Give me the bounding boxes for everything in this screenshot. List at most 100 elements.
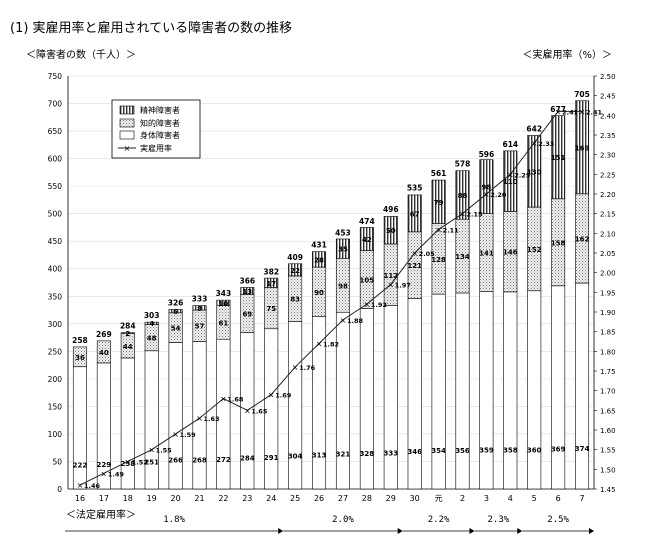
- left-tick-label: 200: [48, 375, 63, 384]
- rate-label: 2.15: [467, 211, 484, 219]
- rate-label: 1.49: [108, 470, 125, 478]
- bar-label-total: 326: [168, 298, 184, 307]
- bar-physical: [551, 285, 566, 490]
- bar-label-intellectual: 69: [242, 311, 252, 319]
- rate-label: 1.69: [275, 392, 292, 400]
- rate-label: 1.63: [204, 415, 220, 423]
- rate-marker: ×: [196, 414, 203, 423]
- legal-rate-value: 2.3%: [488, 515, 510, 525]
- bar-label-mental: 6: [173, 308, 178, 316]
- bar-label-mental: 98: [482, 184, 492, 192]
- bar-label-intellectual: 134: [455, 253, 470, 261]
- bar-label-intellectual: 105: [360, 276, 375, 284]
- bar-label-total: 496: [383, 205, 399, 214]
- rate-label: 1.46: [84, 482, 101, 490]
- left-tick-label: 500: [48, 210, 63, 219]
- legal-rate-value: 1.8%: [163, 515, 185, 525]
- legend: 精神障害者 知的障害者 身体障害者 × 実雇用率: [111, 99, 201, 159]
- bar-label-mental: 88: [458, 192, 468, 200]
- bar-label-mental: 2: [125, 330, 130, 338]
- right-tick-label: 2.00: [600, 270, 616, 278]
- rate-marker: ×: [77, 481, 84, 490]
- x-tick-label: 2: [460, 494, 465, 503]
- bar-label-total: 409: [287, 253, 303, 262]
- rate-marker: ×: [435, 225, 442, 234]
- legend-swatch-mental: [119, 105, 135, 115]
- rate-label: 1.88: [347, 317, 364, 325]
- bar-label-mental: 35: [338, 246, 348, 254]
- right-tick-label: 1.45: [600, 486, 616, 494]
- x-tick-label: 17: [99, 494, 109, 503]
- bar-label-mental: 67: [410, 210, 420, 218]
- bar-mental: [312, 251, 327, 268]
- bar-physical: [575, 282, 590, 490]
- bar-label-physical: 229: [97, 461, 112, 469]
- bar-label-total: 614: [502, 140, 518, 149]
- rate-label: 2.33: [538, 140, 554, 148]
- left-tick-label: 50: [52, 457, 62, 466]
- bar-label-total: 453: [335, 229, 351, 238]
- right-tick-label: 1.90: [600, 309, 616, 317]
- bar-mental: [407, 194, 422, 233]
- rate-marker: ×: [387, 280, 394, 289]
- bar-label-physical: 359: [479, 446, 494, 454]
- right-tick-label: 2.10: [600, 230, 616, 238]
- bar-label-intellectual: 121: [407, 262, 422, 270]
- bar-label-intellectual: 90: [314, 289, 324, 297]
- bar-mental: [575, 100, 590, 195]
- bar-label-intellectual: 36: [75, 354, 85, 362]
- x-tick-labels: 16 17 18 19 20 21 22 23 24 25 26 27 28 29 30 元 2 3 4 5 6 7: [75, 494, 585, 503]
- bar-physical: [288, 321, 303, 490]
- rate-marker: ×: [579, 107, 586, 116]
- rate-polyline: [79, 110, 583, 486]
- bar-label-total: 431: [311, 241, 327, 250]
- right-tick-label: 2.50: [600, 73, 616, 81]
- bar-label-mental: 8: [197, 305, 202, 313]
- rate-label: 2.05: [419, 250, 436, 258]
- legal-rate-value: 2.2%: [428, 515, 450, 525]
- rate-marker: ×: [483, 190, 490, 199]
- bar-label-total: 343: [216, 289, 232, 298]
- bar-label-mental: 22: [290, 267, 300, 275]
- legal-rate-arrowhead: [397, 528, 403, 534]
- bar-label-physical: 238: [120, 460, 135, 468]
- rate-label: 1.55: [156, 447, 173, 455]
- bar-label-intellectual: 48: [147, 335, 157, 343]
- legend-label-physical: 身体障害者: [140, 130, 180, 140]
- legal-rate-arrows: 1.8% 2.0% 2.2% 2.3% 2.5%: [65, 515, 594, 534]
- bar-label-mental: 42: [362, 236, 372, 244]
- rate-label: 1.52: [132, 458, 148, 466]
- legal-rate-arrowhead: [278, 528, 284, 534]
- rate-marker: ×: [340, 316, 347, 325]
- rate-label: 1.97: [395, 281, 411, 289]
- rate-marker: ×: [244, 406, 251, 415]
- bar-label-intellectual: 40: [99, 349, 109, 357]
- bar-mental: [503, 150, 518, 212]
- bar-label-physical: 291: [264, 454, 279, 462]
- bar-label-physical: 268: [192, 456, 207, 464]
- bar-label-physical: 313: [312, 452, 327, 460]
- rate-marker: ×: [268, 391, 275, 400]
- right-tick-label: 2.20: [600, 191, 616, 199]
- legal-rate-value: 2.5%: [547, 515, 569, 525]
- rate-label: 1.82: [323, 340, 339, 348]
- bar-mental: [527, 135, 542, 208]
- x-tick-label: 26: [314, 494, 324, 503]
- x-tick-label: 4: [508, 494, 513, 503]
- bar-mental: [144, 321, 159, 325]
- x-tick-label: 元: [435, 494, 443, 503]
- bar-physical: [335, 311, 350, 490]
- rate-marker: ×: [364, 300, 371, 309]
- legend-label-rate: 実雇用率: [140, 143, 172, 153]
- bar-label-intellectual: 83: [290, 296, 300, 304]
- bar-label-total: 642: [526, 124, 542, 133]
- right-tick-label: 1.85: [600, 329, 616, 337]
- x-tick-label: 29: [386, 494, 396, 503]
- legend-label-mental: 精神障害者: [140, 105, 180, 115]
- left-tick-label: 250: [48, 347, 63, 356]
- right-tick-label: 2.40: [600, 112, 616, 120]
- rate-label: 1.65: [251, 407, 268, 415]
- bar-label-mental: 50: [386, 227, 396, 235]
- right-tick-label: 2.15: [600, 211, 616, 219]
- bar-mental: [192, 305, 207, 311]
